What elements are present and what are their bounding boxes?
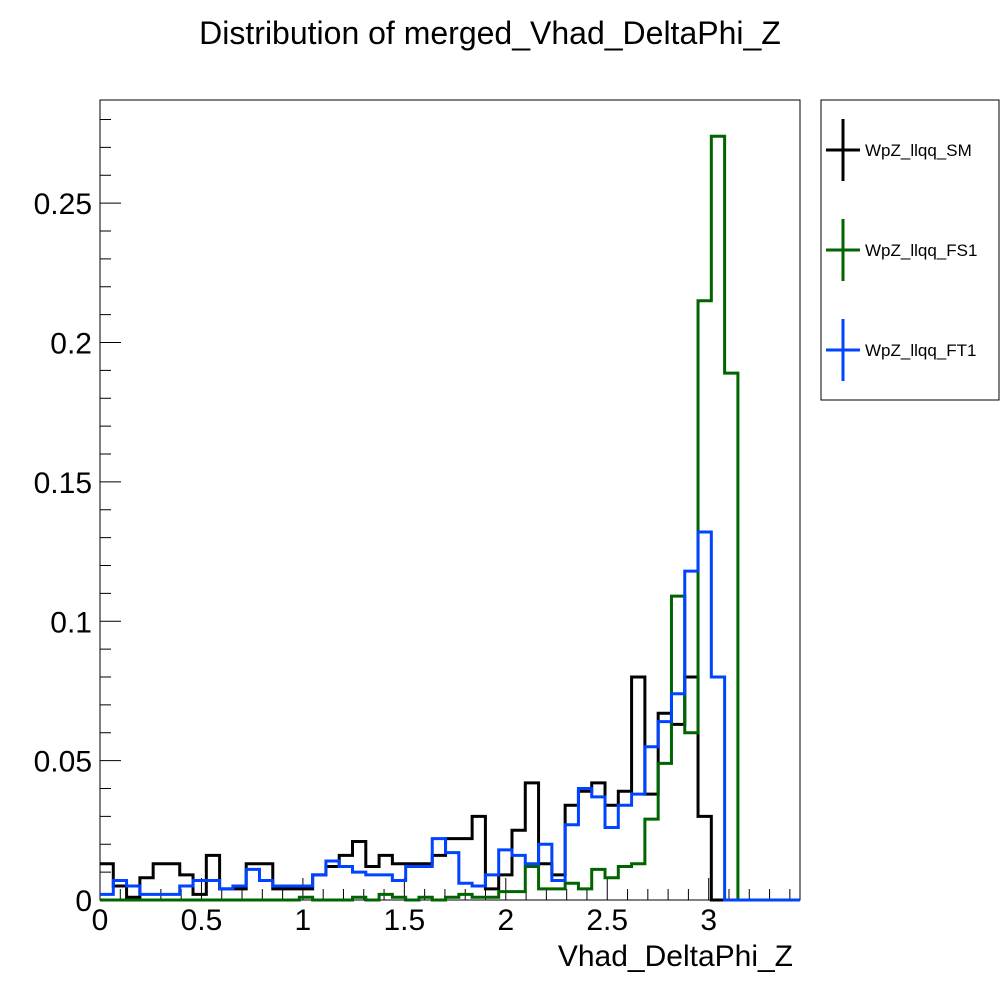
- x-tick-label: 0.5: [181, 904, 223, 937]
- y-tick-label: 0.25: [34, 188, 92, 221]
- x-tick-label: 3: [700, 904, 717, 937]
- chart-title: Distribution of merged_Vhad_DeltaPhi_Z: [199, 15, 781, 51]
- legend: WpZ_llqq_SM WpZ_llqq_FS1 WpZ_llqq_FT1: [820, 99, 1000, 401]
- x-tick-label: 0: [92, 904, 109, 937]
- series-WpZ_llqq_FT1: [100, 530, 800, 902]
- series-layer: [100, 134, 800, 902]
- plot-frame: [99, 99, 801, 901]
- y-tick-label: 0: [75, 885, 92, 918]
- legend-item: WpZ_llqq_SM: [826, 119, 972, 181]
- legend-label: WpZ_llqq_FS1: [865, 241, 977, 260]
- y-tick-label: 0.2: [50, 328, 92, 361]
- legend-item: WpZ_llqq_FT1: [826, 319, 976, 381]
- series-line: [100, 530, 800, 902]
- y-tick-label: 0.15: [34, 467, 92, 500]
- y-tick-label: 0.05: [34, 746, 92, 779]
- legend-label: WpZ_llqq_SM: [865, 141, 972, 160]
- y-axis: 0 0.05 0.1 0.15 0.2 0.25: [34, 119, 121, 918]
- x-tick-label: 2: [497, 904, 514, 937]
- x-tick-label: 1.5: [383, 904, 425, 937]
- y-tick-label: 0.1: [50, 606, 92, 639]
- legend-label: WpZ_llqq_FT1: [865, 341, 976, 360]
- legend-item: WpZ_llqq_FS1: [826, 219, 977, 281]
- x-tick-label: 2.5: [586, 904, 628, 937]
- x-tick-label: 1: [295, 904, 312, 937]
- x-axis-label: Vhad_DeltaPhi_Z: [558, 940, 793, 973]
